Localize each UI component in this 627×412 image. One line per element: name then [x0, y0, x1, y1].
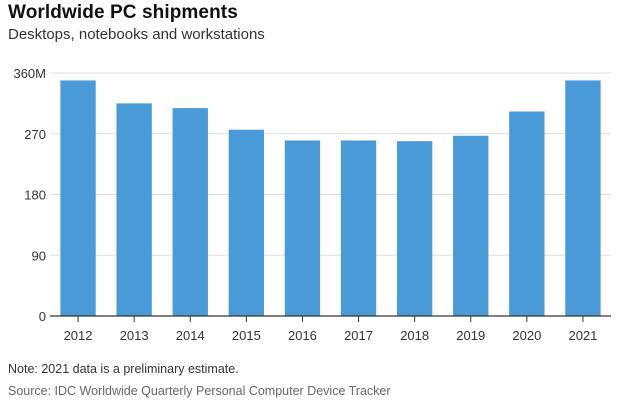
- bar-2017: [340, 140, 377, 316]
- chart-title: Worldwide PC shipments: [8, 2, 238, 23]
- y-tick-label: 0: [39, 309, 46, 324]
- bar-2012: [60, 80, 96, 316]
- bar-2021: [565, 80, 601, 316]
- chart-source: Source: IDC Worldwide Quarterly Personal…: [8, 384, 391, 398]
- bar-2014: [172, 108, 208, 316]
- axes: 0 90 180 270 360M 2012 2013 2014 2015 2016 2017 201…: [13, 66, 611, 343]
- x-tick-label: 2018: [400, 328, 429, 343]
- x-tick-label: 2020: [512, 328, 541, 343]
- bar-2013: [116, 103, 152, 316]
- x-tick-label: 2012: [64, 328, 93, 343]
- bars: [60, 80, 601, 316]
- chart-subtitle: Desktops, notebooks and workstations: [8, 26, 265, 43]
- bar-2018: [396, 141, 433, 316]
- y-tick-label: 360M: [13, 66, 46, 81]
- y-tick-label: 180: [24, 188, 46, 203]
- x-tick-label: 2013: [120, 328, 149, 343]
- bar-2015: [228, 129, 265, 316]
- x-tick-label: 2016: [288, 328, 317, 343]
- x-tick-label: 2015: [232, 328, 261, 343]
- x-tick-label: 2021: [568, 328, 597, 343]
- x-tick-label: 2017: [344, 328, 373, 343]
- chart-note: Note: 2021 data is a preliminary estimat…: [8, 362, 239, 376]
- y-tick-label: 90: [32, 248, 46, 263]
- x-tick-label: 2014: [176, 328, 205, 343]
- x-tick-label: 2019: [456, 328, 485, 343]
- y-tick-label: 270: [24, 127, 46, 142]
- bar-2016: [284, 140, 321, 316]
- bar-2020: [509, 111, 545, 316]
- bar-2019: [453, 135, 489, 316]
